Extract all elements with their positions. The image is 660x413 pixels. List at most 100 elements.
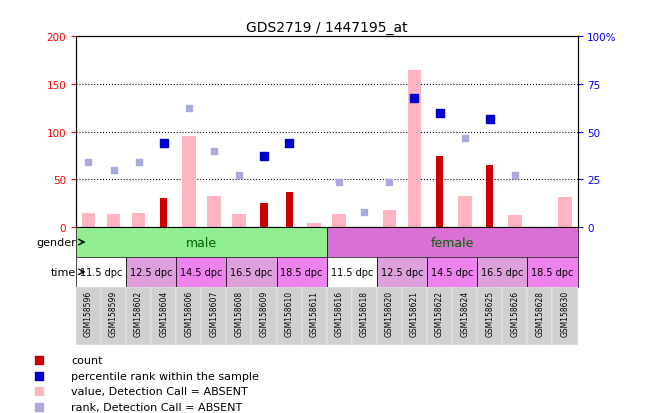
Text: 18.5 dpc: 18.5 dpc <box>280 267 323 277</box>
Text: 16.5 dpc: 16.5 dpc <box>481 267 523 277</box>
Bar <box>176 257 226 287</box>
Text: GSM158626: GSM158626 <box>510 290 519 336</box>
Point <box>566 180 577 186</box>
Point <box>566 40 577 47</box>
Text: value, Detection Call = ABSENT: value, Detection Call = ABSENT <box>71 386 248 396</box>
Bar <box>552 287 578 345</box>
Bar <box>333 214 346 228</box>
Bar <box>352 287 377 345</box>
Text: GSM158602: GSM158602 <box>134 290 143 336</box>
Bar <box>182 137 195 228</box>
Point <box>183 105 194 112</box>
Bar <box>486 166 493 228</box>
Bar <box>226 287 251 345</box>
Bar <box>176 287 201 345</box>
Title: GDS2719 / 1447195_at: GDS2719 / 1447195_at <box>246 21 407 35</box>
Point <box>108 167 119 174</box>
Text: GSM158628: GSM158628 <box>535 290 544 336</box>
Bar <box>201 287 226 345</box>
Bar <box>383 211 396 228</box>
Point <box>334 180 345 186</box>
Bar <box>377 257 427 287</box>
Point <box>359 209 370 216</box>
Bar <box>477 287 502 345</box>
Bar <box>251 287 277 345</box>
Bar <box>232 214 246 228</box>
Text: GSM158596: GSM158596 <box>84 290 93 336</box>
Text: 14.5 dpc: 14.5 dpc <box>180 267 222 277</box>
Point <box>384 180 395 186</box>
Text: count: count <box>71 356 103 366</box>
Text: GSM158599: GSM158599 <box>109 290 118 336</box>
Bar <box>302 287 327 345</box>
Text: 18.5 dpc: 18.5 dpc <box>531 267 574 277</box>
Point <box>133 159 144 166</box>
Point <box>510 172 520 178</box>
Bar <box>76 287 101 345</box>
Text: 16.5 dpc: 16.5 dpc <box>230 267 273 277</box>
Bar <box>408 71 421 228</box>
Bar <box>76 257 126 287</box>
Point <box>566 320 577 326</box>
Text: GSM158622: GSM158622 <box>435 290 444 336</box>
Bar <box>327 287 352 345</box>
Point <box>83 159 94 166</box>
Bar <box>277 287 302 345</box>
Bar <box>558 197 572 228</box>
Bar <box>101 287 126 345</box>
Bar <box>126 257 176 287</box>
Point <box>484 117 495 123</box>
Bar <box>76 228 327 257</box>
Bar <box>502 287 527 345</box>
Bar <box>452 287 477 345</box>
Bar <box>427 287 452 345</box>
Text: GSM158604: GSM158604 <box>159 290 168 336</box>
Bar <box>508 215 521 228</box>
Bar <box>132 213 145 228</box>
Text: GSM158621: GSM158621 <box>410 290 419 336</box>
Text: GSM158618: GSM158618 <box>360 290 369 336</box>
Point <box>434 110 445 116</box>
Point <box>459 136 470 142</box>
Bar <box>427 257 477 287</box>
Point <box>409 96 420 102</box>
Bar <box>327 257 377 287</box>
Text: percentile rank within the sample: percentile rank within the sample <box>71 371 259 381</box>
Text: GSM158608: GSM158608 <box>234 290 244 336</box>
Text: GSM158625: GSM158625 <box>485 290 494 336</box>
Text: GSM158607: GSM158607 <box>209 290 218 336</box>
Text: 12.5 dpc: 12.5 dpc <box>381 267 423 277</box>
Bar <box>207 196 220 228</box>
Bar <box>477 257 527 287</box>
Bar <box>436 156 443 228</box>
Bar <box>226 257 277 287</box>
Text: male: male <box>185 236 217 249</box>
Point <box>209 148 219 155</box>
Text: GSM158620: GSM158620 <box>385 290 394 336</box>
Bar <box>277 257 327 287</box>
Bar <box>126 287 151 345</box>
Text: rank, Detection Call = ABSENT: rank, Detection Call = ABSENT <box>71 401 243 412</box>
Bar <box>286 192 292 228</box>
Bar <box>327 228 578 257</box>
Text: GSM158616: GSM158616 <box>335 290 344 336</box>
Bar <box>458 196 471 228</box>
Bar <box>107 214 120 228</box>
Text: GSM158609: GSM158609 <box>259 290 269 336</box>
Text: GSM158624: GSM158624 <box>460 290 469 336</box>
Text: GSM158606: GSM158606 <box>184 290 193 336</box>
Text: GSM158611: GSM158611 <box>310 290 319 336</box>
Point <box>409 96 420 102</box>
Bar <box>527 287 552 345</box>
Point <box>234 172 244 178</box>
Bar <box>377 287 402 345</box>
Text: female: female <box>430 236 474 249</box>
Text: GSM158610: GSM158610 <box>284 290 294 336</box>
Text: 11.5 dpc: 11.5 dpc <box>331 267 373 277</box>
Text: GSM158630: GSM158630 <box>560 290 570 336</box>
Bar <box>261 204 267 228</box>
Bar <box>308 224 321 228</box>
Text: 11.5 dpc: 11.5 dpc <box>80 267 122 277</box>
Bar <box>151 287 176 345</box>
Text: 12.5 dpc: 12.5 dpc <box>130 267 172 277</box>
